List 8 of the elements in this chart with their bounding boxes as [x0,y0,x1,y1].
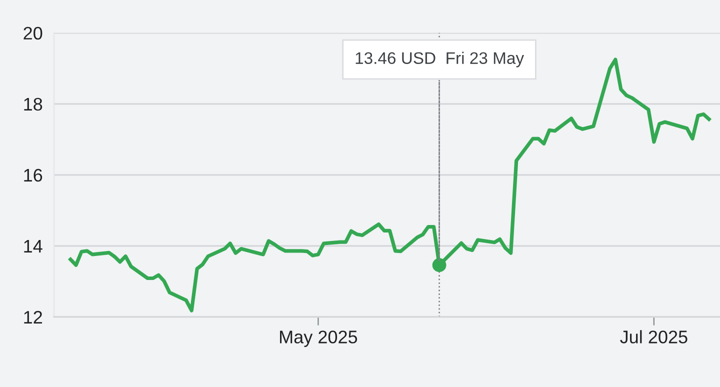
y-tick-label: 14 [24,240,42,252]
x-tick-label: May 2025 [280,330,358,347]
y-tick-label: 16 [24,168,42,182]
x-tick-label: Jul 2025 [620,330,688,344]
annotation: 13.46 USD Fri 23 May [356,52,524,68]
y-tick-label: 20 [24,26,42,40]
y-tick-label: 12 [24,310,42,324]
y-tick-label: 18 [24,98,42,111]
